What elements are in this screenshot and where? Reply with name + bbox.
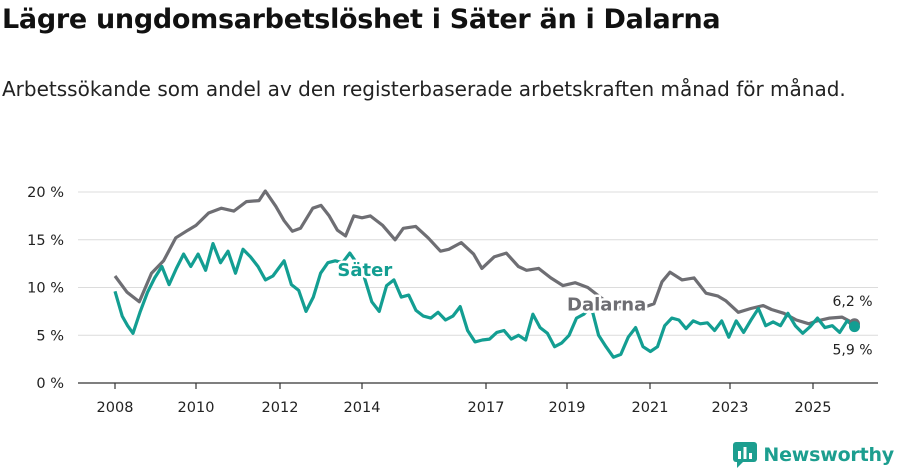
newsworthy-brand: Newsworthy xyxy=(733,440,894,470)
end-value-dalarna: 6,2 % xyxy=(833,294,873,310)
newsworthy-logo-icon xyxy=(733,442,758,468)
x-tick-label: 2012 xyxy=(262,400,299,416)
x-tick-label: 2010 xyxy=(178,400,215,416)
end-marker-sater xyxy=(849,321,860,333)
y-tick-label: 10 % xyxy=(27,281,64,297)
brand-name: Newsworthy xyxy=(763,444,894,466)
chart-title: Lägre ungdomsarbetslöshet i Säter än i D… xyxy=(2,4,721,35)
y-tick-label: 20 % xyxy=(27,185,64,201)
series-label-dalarna: Dalarna xyxy=(567,294,646,315)
x-tick-label: 2014 xyxy=(344,400,381,416)
series-lines xyxy=(113,189,860,359)
y-tick-label: 0 % xyxy=(36,376,64,392)
x-tick-label: 2023 xyxy=(712,400,749,416)
end-value-sater: 5,9 % xyxy=(833,343,873,359)
x-tick-label: 2019 xyxy=(549,400,586,416)
series-label-sater: Säter xyxy=(337,260,392,281)
x-tick-label: 2021 xyxy=(632,400,669,416)
series-line-dalarna xyxy=(113,189,856,326)
grid-lines xyxy=(78,191,878,336)
x-tick-label: 2025 xyxy=(795,400,832,416)
axes: 0 % 5 % 10 % 15 % 20 % 2008 2010 2012 2014 2017 20… xyxy=(27,185,878,416)
x-tick-label: 2008 xyxy=(97,400,134,416)
series-line-sater xyxy=(113,242,856,359)
labels: Dalarna Säter 6,2 % 5,9 % xyxy=(335,258,873,359)
chart-subtitle: Arbetssökande som andel av den registerb… xyxy=(2,77,846,101)
x-tick-label: 2017 xyxy=(468,400,505,416)
y-tick-label: 15 % xyxy=(27,233,64,249)
y-tick-label: 5 % xyxy=(36,328,64,344)
